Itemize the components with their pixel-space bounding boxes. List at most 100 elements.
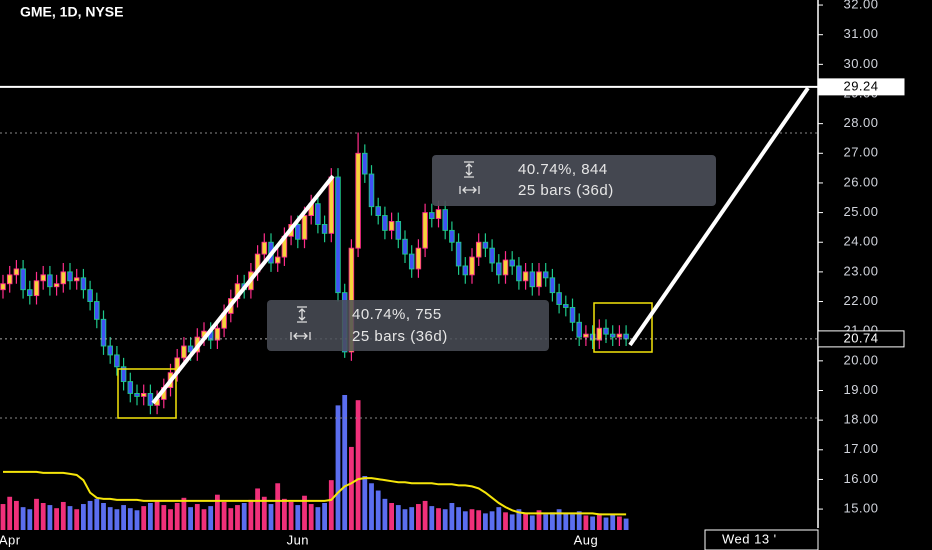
volume-bar xyxy=(235,505,240,530)
candle-body xyxy=(134,393,140,397)
candle-body xyxy=(415,247,422,270)
volume-bar xyxy=(409,507,415,530)
candle-body xyxy=(542,271,549,279)
volume-bar xyxy=(121,505,126,530)
volume-bar xyxy=(617,516,622,530)
candle-body xyxy=(40,274,46,282)
volume-bar xyxy=(161,505,167,530)
volume-bar xyxy=(382,498,388,530)
volume-bar xyxy=(241,503,247,530)
volume-bar xyxy=(47,505,53,530)
volume-bar xyxy=(134,510,140,530)
candle-body xyxy=(295,223,301,240)
price-marker-label: 29.24 xyxy=(843,78,878,93)
y-tick-label: 22.00 xyxy=(843,293,878,308)
volume-bar xyxy=(261,496,267,530)
candle-body xyxy=(53,283,60,288)
price-marker-box xyxy=(817,78,905,96)
crosshair-box xyxy=(704,529,819,550)
volume-bar xyxy=(322,503,327,530)
volume-bar xyxy=(14,500,19,530)
x-tick-label: Apr xyxy=(0,532,21,547)
volume-bar xyxy=(436,508,441,530)
candle-body xyxy=(0,283,6,291)
range-box xyxy=(117,368,177,419)
candle-body xyxy=(536,271,542,288)
candle-body xyxy=(576,321,582,338)
candle-body xyxy=(395,221,402,240)
tooltip-box xyxy=(432,155,716,206)
volume-bar xyxy=(255,488,260,530)
volume-bar xyxy=(355,400,361,530)
volume-bar xyxy=(188,507,193,530)
candle-body xyxy=(496,262,502,276)
y-tick-label: 17.00 xyxy=(843,441,878,456)
candle-body xyxy=(402,238,408,255)
candle-body xyxy=(556,292,562,305)
volume-bar xyxy=(342,395,348,530)
x-tick-label: Aug xyxy=(574,532,599,547)
candle-body xyxy=(449,229,455,243)
volume-bar xyxy=(563,513,569,530)
volume-bar xyxy=(0,504,6,530)
volume-bar xyxy=(476,510,482,530)
candle-body xyxy=(549,277,556,294)
volume-bar xyxy=(462,511,468,530)
candle-body xyxy=(442,209,448,231)
candle-body xyxy=(609,333,616,338)
tooltip-text: 40.74%, 755 xyxy=(352,306,442,323)
tooltip-text: 40.74%, 844 xyxy=(518,161,608,178)
y-tick-label: 20.00 xyxy=(843,352,878,367)
volume-bar xyxy=(456,507,461,530)
candle-body xyxy=(388,221,395,231)
y-tick-label: 15.00 xyxy=(843,501,878,516)
candle-body xyxy=(328,176,335,234)
y-tick-label: 28.00 xyxy=(843,115,878,130)
tooltip-text: 25 bars (36d) xyxy=(352,328,448,345)
plot-area: Apr Jun Aug xyxy=(0,85,818,547)
candle-body xyxy=(429,212,435,219)
candle-body xyxy=(469,256,475,276)
volume-bar xyxy=(603,517,609,530)
candle-body xyxy=(482,241,489,249)
candle-body xyxy=(261,241,268,255)
candle-body xyxy=(60,271,67,285)
candle-body xyxy=(455,241,462,267)
range-box xyxy=(593,302,653,353)
candle-body xyxy=(603,327,609,335)
candle-body xyxy=(408,253,415,270)
candle-body xyxy=(315,203,321,225)
volume-bar xyxy=(442,509,448,530)
candle-body xyxy=(529,271,536,288)
crosshair-label: Wed 13 ' xyxy=(722,531,777,546)
volume-bar xyxy=(556,509,562,530)
candle-body xyxy=(563,304,569,308)
icon xyxy=(464,161,474,178)
volume-bar xyxy=(422,500,428,530)
price-marker-label: 20.74 xyxy=(843,330,878,345)
candle-body xyxy=(80,277,87,291)
volume-bar xyxy=(308,504,314,530)
candle-body xyxy=(475,241,482,258)
volume-bar xyxy=(40,503,46,530)
volume-bar xyxy=(590,516,595,530)
volume-bar xyxy=(335,405,341,530)
tooltip-box xyxy=(267,300,549,351)
candle-body xyxy=(489,247,495,264)
price-axis: 15.0016.0017.0018.0019.0020.0021.0022.00… xyxy=(817,0,905,516)
volume-bar xyxy=(81,504,86,530)
volume-bar xyxy=(328,480,334,530)
volume-bar xyxy=(114,509,120,530)
volume-bar xyxy=(523,513,528,530)
candle-body xyxy=(368,173,375,208)
price-marker-box xyxy=(817,330,905,348)
candle-body xyxy=(214,327,221,341)
measure-tooltip: 40.74%, 755 25 bars (36d) xyxy=(267,300,549,351)
volume-bar xyxy=(275,483,281,530)
candle-body xyxy=(120,366,127,383)
volume-bar xyxy=(54,508,59,530)
volume-bar xyxy=(610,514,616,530)
volume-bar xyxy=(168,509,173,530)
candle-body xyxy=(114,354,120,368)
volume-bar xyxy=(295,505,301,530)
